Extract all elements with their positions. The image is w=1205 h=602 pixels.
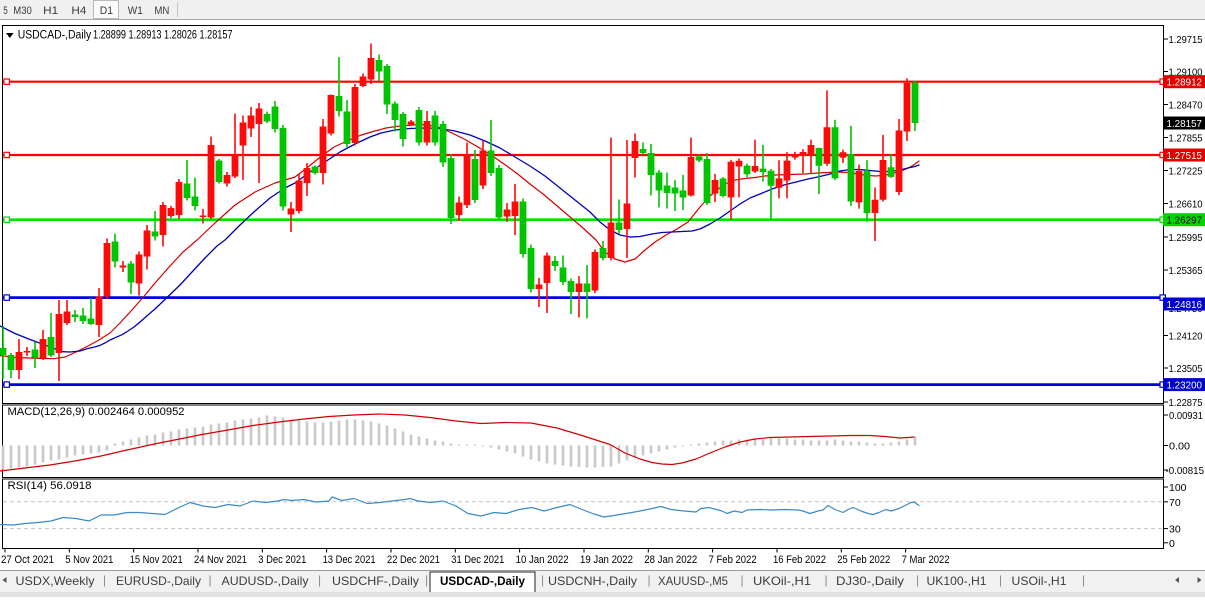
svg-text:USOil-,H1: USOil-,H1 <box>1012 574 1067 588</box>
svg-text:USDCAD-,Daily: USDCAD-,Daily <box>18 30 92 42</box>
svg-text:70: 70 <box>1169 497 1181 509</box>
svg-text:1.26297: 1.26297 <box>1167 215 1203 227</box>
svg-text:USDX,Weekly: USDX,Weekly <box>16 574 95 588</box>
svg-text:|: | <box>916 573 919 587</box>
svg-text:1.25995: 1.25995 <box>1169 232 1203 244</box>
svg-text:16 Feb 2022: 16 Feb 2022 <box>773 554 826 566</box>
svg-text:RSI(14) 56.0918: RSI(14) 56.0918 <box>8 480 92 492</box>
svg-text:M30: M30 <box>13 5 32 17</box>
svg-text:5: 5 <box>3 5 8 17</box>
svg-text:3 Dec 2021: 3 Dec 2021 <box>258 554 306 566</box>
svg-text:|: | <box>103 573 106 587</box>
svg-text:100: 100 <box>1169 482 1187 494</box>
svg-text:EURUSD-,Daily: EURUSD-,Daily <box>116 574 201 588</box>
svg-text:|: | <box>318 573 321 587</box>
svg-text:|: | <box>741 573 744 587</box>
svg-text:1.27855: 1.27855 <box>1169 133 1203 145</box>
svg-text:15 Nov 2021: 15 Nov 2021 <box>130 554 183 566</box>
svg-text:|: | <box>999 573 1002 587</box>
svg-text:DJ30-,Daily: DJ30-,Daily <box>836 574 904 588</box>
svg-text:H4: H4 <box>71 5 86 17</box>
svg-text:|: | <box>541 573 544 587</box>
svg-text:1.23505: 1.23505 <box>1169 363 1203 375</box>
svg-text:10 Jan 2022: 10 Jan 2022 <box>516 554 569 566</box>
svg-text:22 Dec 2021: 22 Dec 2021 <box>387 554 440 566</box>
svg-text:|: | <box>209 573 212 587</box>
svg-text:1.28912: 1.28912 <box>1167 77 1203 89</box>
svg-text:1.27515: 1.27515 <box>1167 150 1203 162</box>
svg-text:XAUUSD-,M5: XAUUSD-,M5 <box>658 574 728 588</box>
svg-text:|: | <box>1082 573 1085 587</box>
svg-text:USDCNH-,Daily: USDCNH-,Daily <box>548 574 637 588</box>
svg-text:1.26610: 1.26610 <box>1169 199 1203 211</box>
svg-text:MACD(12,26,9) 0.002464 0.00095: MACD(12,26,9) 0.002464 0.000952 <box>8 406 185 418</box>
svg-text:1.28470: 1.28470 <box>1169 100 1203 112</box>
svg-text:UK100-,H1: UK100-,H1 <box>927 574 987 588</box>
svg-text:H1: H1 <box>43 5 58 17</box>
svg-text:13 Dec 2021: 13 Dec 2021 <box>323 554 376 566</box>
svg-text:USDCHF-,Daily: USDCHF-,Daily <box>332 574 419 588</box>
svg-text:5 Nov 2021: 5 Nov 2021 <box>65 554 113 566</box>
svg-text:-0.00815: -0.00815 <box>1166 465 1205 477</box>
svg-text:W1: W1 <box>128 5 143 17</box>
svg-text:7 Mar 2022: 7 Mar 2022 <box>902 554 950 566</box>
svg-text:27 Oct 2021: 27 Oct 2021 <box>1 554 54 566</box>
svg-text:USDCAD-,Daily: USDCAD-,Daily <box>440 574 525 588</box>
svg-text:1.23200: 1.23200 <box>1167 380 1203 392</box>
svg-text:1.27225: 1.27225 <box>1169 166 1203 178</box>
svg-text:30: 30 <box>1169 524 1181 536</box>
svg-text:1.24816: 1.24816 <box>1167 299 1203 311</box>
svg-text:0.00: 0.00 <box>1169 441 1190 453</box>
svg-text:1.25365: 1.25365 <box>1169 265 1203 277</box>
svg-text:19 Jan 2022: 19 Jan 2022 <box>580 554 633 566</box>
svg-text:D1: D1 <box>100 5 113 17</box>
svg-text:AUDUSD-,Daily: AUDUSD-,Daily <box>222 574 309 588</box>
svg-text:UKOil-,H1: UKOil-,H1 <box>753 574 811 588</box>
svg-text:25 Feb 2022: 25 Feb 2022 <box>837 554 890 566</box>
svg-text:1.28899 1.28913 1.28026 1.2815: 1.28899 1.28913 1.28026 1.28157 <box>93 30 233 42</box>
svg-text:|: | <box>825 573 828 587</box>
svg-text:1.28157: 1.28157 <box>1167 118 1203 130</box>
svg-text:|: | <box>425 573 428 587</box>
svg-text:31 Dec 2021: 31 Dec 2021 <box>451 554 504 566</box>
svg-text:7 Feb 2022: 7 Feb 2022 <box>709 554 757 566</box>
svg-text:28 Jan 2022: 28 Jan 2022 <box>644 554 697 566</box>
svg-text:MN: MN <box>154 5 169 17</box>
svg-text:24 Nov 2021: 24 Nov 2021 <box>194 554 247 566</box>
svg-text:0: 0 <box>1169 538 1175 550</box>
svg-text:1.22875: 1.22875 <box>1169 397 1203 409</box>
svg-text:0.00931: 0.00931 <box>1169 410 1203 422</box>
svg-text:1.24120: 1.24120 <box>1169 331 1203 343</box>
svg-text:1.29715: 1.29715 <box>1169 34 1203 46</box>
svg-text:|: | <box>648 573 651 587</box>
